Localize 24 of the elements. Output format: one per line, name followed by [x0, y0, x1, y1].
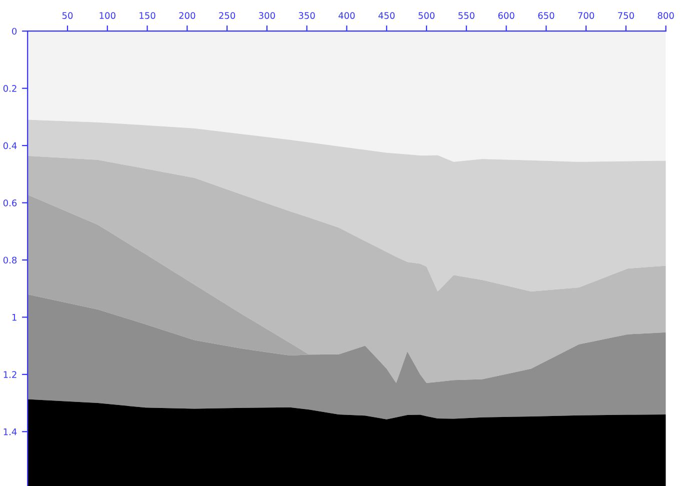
y-tick-label: 0.8 — [3, 256, 17, 264]
x-tick-label: 750 — [618, 12, 634, 19]
x-tick-label: 50 — [62, 12, 73, 19]
x-tick-label: 250 — [219, 12, 236, 19]
x-tick-label: 650 — [538, 12, 554, 19]
x-tick-label: 600 — [498, 12, 514, 19]
x-tick-label: 400 — [338, 12, 355, 19]
x-tick-label: 300 — [259, 12, 275, 19]
x-tick-label: 550 — [458, 12, 474, 19]
y-tick-label: 1.4 — [4, 428, 17, 436]
x-tick-label: 350 — [298, 12, 315, 19]
x-tick-label: 500 — [418, 12, 435, 19]
x-tick-label: 450 — [378, 12, 395, 19]
x-tick-label: 150 — [140, 12, 156, 19]
y-tick-label: 1 — [12, 314, 16, 321]
x-tick-label: 700 — [578, 12, 594, 19]
y-tick-label: 0.4 — [3, 142, 17, 150]
y-tick-label: 0.6 — [3, 199, 17, 206]
x-tick-label: 100 — [100, 12, 116, 19]
y-tick-label: 0 — [12, 28, 17, 35]
y-tick-label: 0.2 — [3, 85, 16, 92]
x-tick-label: 800 — [658, 12, 674, 19]
y-tick-label: 1.2 — [4, 371, 16, 378]
x-tick-label: 200 — [179, 12, 196, 19]
